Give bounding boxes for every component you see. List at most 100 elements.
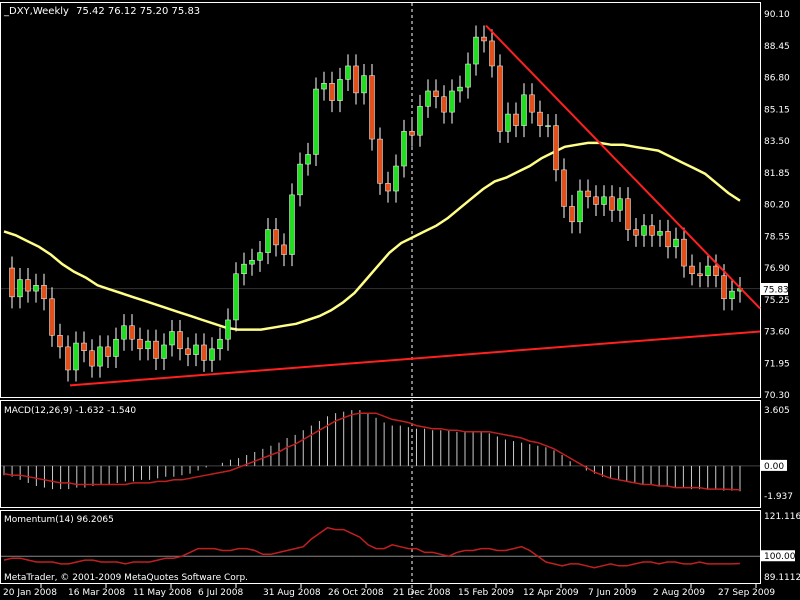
candle-body-bear [713,265,719,276]
price-tick-label: 88.45 [764,42,790,52]
candle [33,273,39,303]
candle [185,337,191,367]
candle [281,233,287,267]
candle-body-bear [81,342,87,351]
candle-body-bear [409,131,415,136]
candle-body-bear [585,190,591,198]
candle-body-bear [553,125,559,171]
candle [609,185,615,222]
candle-body-bear [89,350,95,367]
candle-body-bull [193,344,199,355]
candle-body-bear [441,96,447,113]
candle [369,64,375,151]
candle-body-bear [329,83,335,101]
candle-body-bull [673,238,679,248]
macd-panel-border [0,400,761,508]
symbol-label: _DXY,Weekly [3,6,69,17]
price-tick-label: 73.60 [764,328,790,338]
candle-body-bull [209,348,215,361]
price-tick-label: 90.10 [764,10,790,20]
candle [89,339,95,378]
candlestick-series [9,25,743,382]
lower-trendline[interactable] [69,330,761,387]
candle-body-bear [9,267,15,298]
momentum-tick-label: 121.1167 [764,512,800,522]
upper-trendline[interactable] [485,24,761,310]
macd-signal-line [3,412,741,491]
candle [225,308,231,351]
candle-body-bull [265,229,271,253]
candle-body-bear [65,346,71,371]
candle-body-bear [377,138,383,184]
candle-body-bear [57,335,63,348]
candle [401,119,407,178]
price-tick-label: 81.85 [764,169,790,179]
candle-body-bull [425,90,431,107]
candle [257,241,263,272]
candle-body-bull [729,290,735,300]
candle-body-bear [49,298,55,336]
candle-body-bull [97,346,103,367]
momentum-tick-label: 89.1112 [764,573,800,583]
candle-body-bear [353,65,359,94]
current-price-label: 75.83 [763,286,789,296]
candle-body-bear [633,229,639,236]
candle-body-bear [697,273,703,276]
candle [177,319,183,361]
candle-body-bear [137,338,143,350]
candle [457,75,463,103]
candle [393,154,399,203]
price-tick-label: 83.50 [764,137,790,147]
momentum-axis: 121.1167 89.1112 100.00 [1,512,800,583]
candle-body-bull [577,190,583,223]
candle [153,329,159,370]
time-tick-label: 20 Jan 2008 [3,588,57,598]
candle-body-bear [185,348,191,355]
macd-label: MACD(12,26,9) -1.632 -1.540 [4,406,136,416]
candle-body-bull [121,325,127,340]
candle-body-bear [649,225,655,236]
price-tick-label: 80.20 [764,201,790,211]
candle [289,183,295,267]
candle [537,100,543,138]
candle [161,333,167,370]
candle [441,85,447,124]
candle [209,337,215,372]
candle [345,54,351,91]
price-tick-label: 70.30 [764,391,790,401]
candle [9,256,15,309]
candle-body-bear [433,90,439,97]
price-tick-label: 71.95 [764,359,790,369]
candle [329,71,335,113]
trendlines[interactable] [69,24,761,387]
candle-body-bear [385,183,391,192]
candle [673,227,679,259]
candle-body-bear [177,331,183,350]
candle [497,54,503,143]
current-price-tag: 75.83 [760,283,789,296]
candle [73,331,79,382]
candle-body-bear [489,40,495,67]
candle-body-bear [25,279,31,292]
candle-body-bear [153,340,159,359]
candle [657,219,663,247]
time-tick-label: 27 Sep 2009 [718,588,775,598]
candle [553,114,559,182]
candle [601,185,607,217]
candle-body-bear [665,231,671,248]
candle-body-bull [297,163,303,196]
chart-title: _DXY,Weekly 75.42 76.12 75.20 75.83 [3,6,200,17]
candle-body-bull [233,273,239,321]
candle [593,185,599,217]
candle-body-bull [17,279,23,298]
price-tick-label: 78.55 [764,232,790,242]
time-tick-label: 6 Jul 2008 [198,588,243,598]
price-axis: 90.10 88.45 86.80 85.15 83.50 81.85 80.20 78.55… [764,10,790,401]
candle [625,187,631,242]
candle [481,25,487,53]
price-tick-label: 86.80 [764,74,790,84]
candle [505,102,511,143]
candle-body-bear [481,36,487,42]
